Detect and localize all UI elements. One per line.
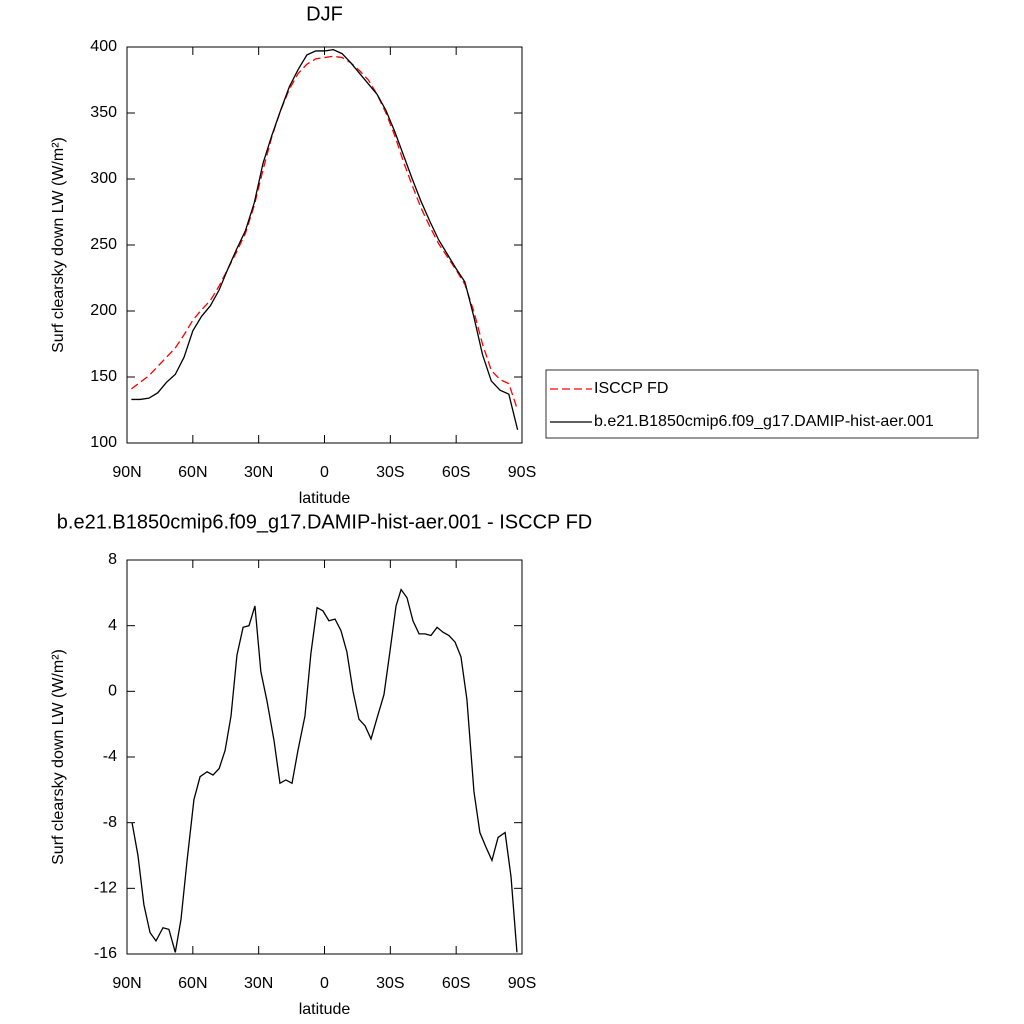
y-tick-label: 150 bbox=[90, 368, 117, 385]
x-tick-label: 60S bbox=[442, 975, 470, 992]
x-tick-label: 30N bbox=[244, 975, 273, 992]
x-tick-label: 30S bbox=[376, 464, 404, 481]
data-line bbox=[130, 55, 519, 411]
x-tick-label: 90N bbox=[112, 975, 141, 992]
x-tick-label: 30N bbox=[244, 464, 273, 481]
legend-box bbox=[545, 369, 979, 439]
y-tick-label: 0 bbox=[108, 683, 117, 700]
plot-frame bbox=[126, 559, 523, 955]
y-tick-label: 8 bbox=[108, 551, 117, 568]
x-tick-label: 90N bbox=[112, 464, 141, 481]
y-axis-label: Surf clearsky down LW (W/m²) bbox=[50, 137, 67, 353]
x-tick-label: 30S bbox=[376, 975, 404, 992]
x-tick-label: 0 bbox=[320, 464, 329, 481]
y-tick-label: 200 bbox=[90, 302, 117, 319]
data-line bbox=[131, 588, 518, 953]
x-axis-label: latitude bbox=[299, 1001, 351, 1018]
y-tick-label: 100 bbox=[90, 434, 117, 451]
y-tick-label: -12 bbox=[94, 880, 117, 897]
y-axis-label: Surf clearsky down LW (W/m²) bbox=[50, 649, 67, 865]
x-tick-label: 90S bbox=[508, 975, 536, 992]
x-tick-label: 60S bbox=[442, 464, 470, 481]
legend-label: ISCCP FD bbox=[594, 380, 668, 397]
x-tick-label: 90S bbox=[508, 464, 536, 481]
y-tick-label: -4 bbox=[103, 748, 117, 765]
y-tick-label: 4 bbox=[108, 617, 117, 634]
y-tick-label: 350 bbox=[90, 104, 117, 121]
x-tick-label: 0 bbox=[320, 975, 329, 992]
y-tick-label: 250 bbox=[90, 236, 117, 253]
legend-label: b.e21.B1850cmip6.f09_g17.DAMIP-hist-aer.… bbox=[594, 413, 934, 430]
y-tick-label: 300 bbox=[90, 170, 117, 187]
y-tick-label: 400 bbox=[90, 38, 117, 55]
y-tick-label: -16 bbox=[94, 945, 117, 962]
chart-title: DJF bbox=[306, 3, 343, 25]
x-tick-label: 60N bbox=[178, 464, 207, 481]
data-line bbox=[131, 48, 519, 430]
x-axis-label: latitude bbox=[299, 490, 351, 507]
chart-title: b.e21.B1850cmip6.f09_g17.DAMIP-hist-aer.… bbox=[57, 511, 592, 533]
x-tick-label: 60N bbox=[178, 975, 207, 992]
plot-frame bbox=[126, 46, 523, 444]
y-tick-label: -8 bbox=[103, 814, 117, 831]
